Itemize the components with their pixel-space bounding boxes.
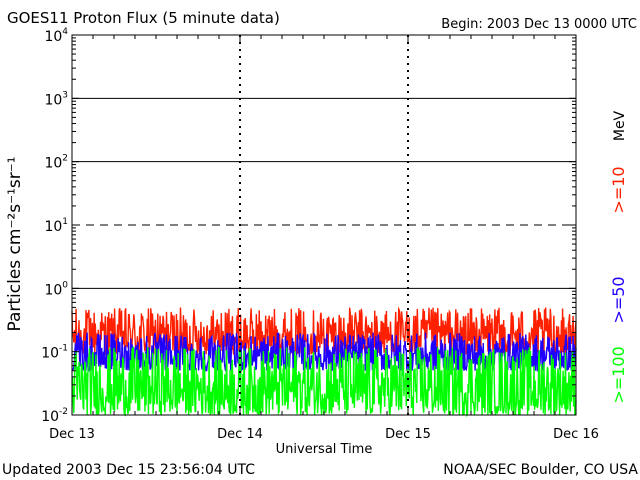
reference-lines: [72, 97, 576, 289]
y-axis-label: Particles cm⁻²s⁻¹sr⁻¹: [5, 156, 25, 331]
chart-title: GOES11 Proton Flux (5 minute data): [7, 9, 280, 27]
legend-entry: >=10: [609, 166, 628, 213]
x-tick-label: Dec 16: [553, 427, 599, 442]
x-tick-label: Dec 15: [385, 427, 431, 442]
x-tick-label: Dec 13: [49, 427, 95, 442]
updated-label: Updated 2003 Dec 15 23:56:04 UTC: [2, 462, 255, 478]
x-tick-label: Dec 14: [217, 427, 263, 442]
y-tick-label: 104: [44, 27, 68, 45]
y-axis-ticks: 104 103 102 101 100 10-1 10-2: [41, 27, 576, 425]
y-tick-label: 103: [44, 90, 68, 108]
y-tick-label: 100: [44, 280, 68, 298]
legend-entry: >=50: [609, 276, 628, 323]
legend-entry: >=100: [609, 346, 628, 403]
source-label: NOAA/SEC Boulder, CO USA: [443, 462, 638, 478]
legend-unit: MeV: [612, 110, 628, 141]
y-tick-label: 10-2: [41, 407, 68, 425]
legend: >=10 >=50 >=100 MeV: [609, 110, 628, 403]
begin-label: Begin: 2003 Dec 13 0000 UTC: [441, 17, 637, 32]
y-tick-label: 102: [44, 154, 68, 172]
series-layer: [71, 306, 577, 418]
day-gridlines: [239, 35, 409, 415]
y-tick-label: 101: [44, 217, 68, 235]
x-axis-ticks: Dec 13 Dec 14 Dec 15 Dec 16: [49, 35, 599, 442]
y-tick-label: 10-1: [41, 344, 68, 362]
x-axis-label: Universal Time: [276, 442, 373, 457]
